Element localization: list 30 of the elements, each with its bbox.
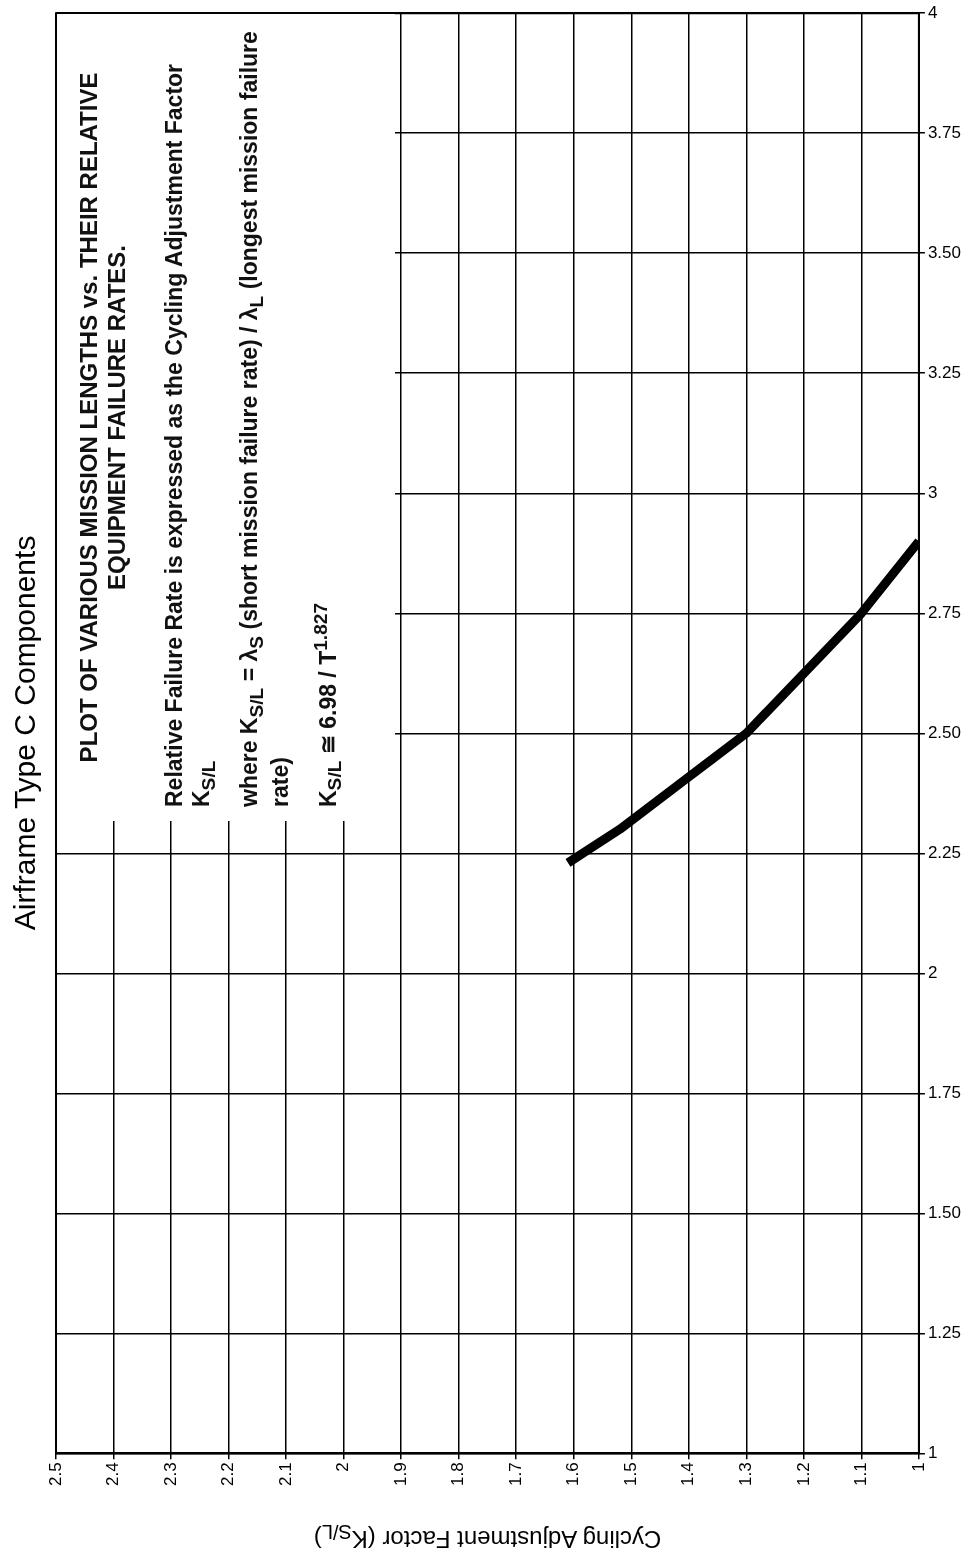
y-tick-label: 3 bbox=[927, 482, 938, 502]
text: Airframe Type C Components bbox=[8, 534, 42, 933]
x-tick-label: 1.5 bbox=[620, 1462, 640, 1487]
x-tick-label: 2.5 bbox=[45, 1462, 65, 1487]
y-tick-label: 3.25 bbox=[927, 362, 962, 382]
x-tick-label: 1.6 bbox=[563, 1462, 583, 1487]
y-tick-label: 1.50 bbox=[927, 1203, 962, 1223]
x-tick-label: 2.3 bbox=[160, 1462, 180, 1487]
x-tick-label: 1 bbox=[908, 1462, 928, 1472]
y-tick-label: 2 bbox=[927, 963, 938, 982]
x-tick-label: 2.4 bbox=[103, 1462, 123, 1487]
y-tick-label: 1.25 bbox=[927, 1323, 962, 1343]
x-tick-label: 2 bbox=[333, 1462, 353, 1472]
x-tick-label: 1.3 bbox=[736, 1462, 756, 1487]
x-tick-label: 1.7 bbox=[505, 1462, 525, 1487]
y-tick-label: 1.75 bbox=[927, 1083, 962, 1103]
y-tick-label: 3.50 bbox=[927, 242, 962, 262]
y-tick-label: 2.25 bbox=[927, 842, 962, 862]
x-tick-label: 2.1 bbox=[275, 1462, 295, 1487]
y-tick-label: 3.75 bbox=[927, 122, 962, 142]
y-tick-label: 2.50 bbox=[927, 722, 962, 742]
x-tick-label: 2.2 bbox=[218, 1462, 238, 1487]
x-tick-label: 1.4 bbox=[678, 1462, 698, 1487]
annotation: PLOT OF VARIOUS MISSION LENGTHS vs. THEIR RELATIVE EQUIPMENT FAILURE RATES. bbox=[75, 71, 131, 765]
x-tick-label: 1.1 bbox=[851, 1462, 871, 1487]
x-tick-label: 1.2 bbox=[793, 1462, 813, 1487]
y-tick-label: 4 bbox=[927, 2, 938, 22]
x-tick-label: 1.9 bbox=[390, 1462, 410, 1487]
x-tick-label: 1.8 bbox=[448, 1462, 468, 1487]
y-tick-label: 2.75 bbox=[927, 602, 962, 622]
